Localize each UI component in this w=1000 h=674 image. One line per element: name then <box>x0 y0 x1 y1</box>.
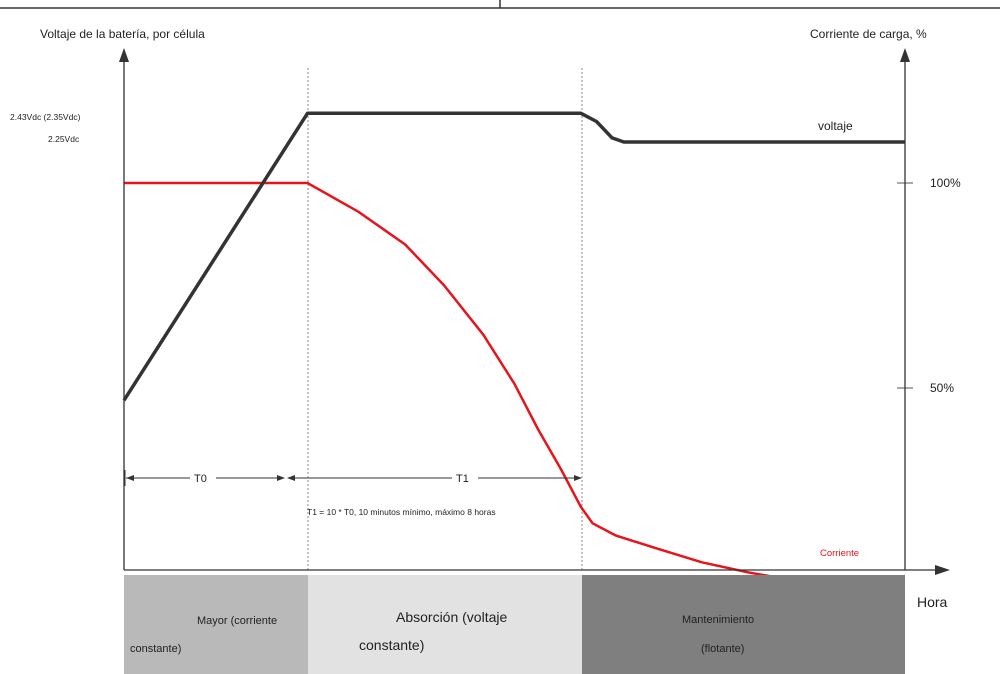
y-right-title: Corriente de carga, % <box>810 27 927 41</box>
phase-band-float: Mantenimiento (flotante) <box>582 575 905 674</box>
phase-label-float-2: (flotante) <box>701 643 744 655</box>
right-tick-label-100: 100% <box>930 176 961 190</box>
t0-label: T0 <box>194 473 207 485</box>
phase-label-bulk-1: Mayor (corriente <box>197 615 277 627</box>
series-label-voltaje: voltaje <box>818 119 853 133</box>
phase-label-absorption-2: constante) <box>359 637 424 653</box>
y-right-axis <box>900 48 910 570</box>
y-left-axis <box>119 48 129 570</box>
phase-band-bulk: Mayor (corriente constante) <box>124 575 308 674</box>
x-axis-title: Hora <box>917 594 948 610</box>
series-label-corriente: Corriente <box>820 548 859 559</box>
t1-arrow <box>287 475 582 481</box>
x-axis <box>124 565 950 575</box>
t1-formula: T1 = 10 * T0, 10 minutos mínimo, máximo … <box>307 507 496 517</box>
t1-label: T1 <box>456 473 469 485</box>
series-voltaje <box>122 111 905 402</box>
series-corriente <box>124 181 906 593</box>
phase-label-bulk-2: constante) <box>130 643 181 655</box>
right-axis-ticks: 100% 50% <box>897 176 961 395</box>
phase-label-float-1: Mantenimiento <box>682 614 754 626</box>
phase-label-absorption-1: Absorción (voltaje <box>396 609 507 625</box>
left-tick-voltage-high: 2.43Vdc (2.35Vdc) <box>10 112 81 122</box>
right-tick-label-50: 50% <box>930 381 954 395</box>
y-left-title: Voltaje de la batería, por célula <box>40 27 205 41</box>
phase-band-absorption: Absorción (voltaje constante) <box>308 575 582 674</box>
t0-arrow <box>124 470 285 486</box>
left-tick-voltage-float: 2.25Vdc <box>48 134 80 144</box>
